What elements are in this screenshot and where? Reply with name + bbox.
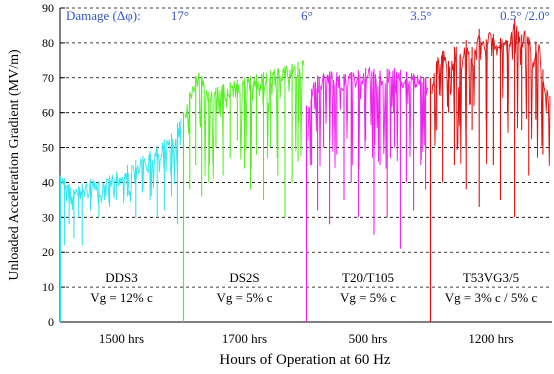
series-trace	[307, 66, 429, 170]
y-tick-label: 90	[42, 1, 54, 15]
segment-vg-label: Vg = 3% c / 5% c	[445, 290, 538, 305]
y-tick-label: 30	[42, 210, 54, 224]
damage-header-label: Damage (Δφ):	[66, 8, 141, 23]
segment-hours-label: 500 hrs	[349, 331, 388, 346]
series-trace	[431, 23, 551, 166]
damage-value: 6°	[301, 8, 313, 23]
segment-hours-label: 1500 hrs	[99, 331, 144, 346]
segment-name-label: T53VG3/5	[463, 270, 519, 285]
damage-value: 3.5°	[410, 8, 431, 23]
y-tick-label: 50	[42, 141, 54, 155]
y-tick-label: 60	[42, 106, 54, 120]
segment-name-label: DDS3	[105, 270, 138, 285]
y-tick-label: 80	[42, 36, 54, 50]
segment-vg-label: Vg = 12% c	[90, 290, 153, 305]
x-axis-label: Hours of Operation at 60 Hz	[219, 352, 391, 368]
y-tick-label: 10	[42, 280, 54, 294]
series-t20-t105	[305, 66, 429, 322]
series-t53vg3-5	[429, 18, 551, 322]
y-tick-label: 40	[42, 175, 54, 189]
segment-vg-label: Vg = 5% c	[216, 290, 272, 305]
segment-hours-label: 1200 hrs	[468, 331, 513, 346]
y-tick-label: 70	[42, 71, 54, 85]
series-dds3	[59, 118, 182, 322]
segment-name-label: T20/T105	[342, 270, 394, 285]
series-ds2s	[182, 60, 305, 322]
y-axis-label: Unloaded Acceleration Gradient (MV/m)	[7, 49, 22, 281]
segment-hours-label: 1700 hrs	[222, 331, 267, 346]
segment-name-label: DS2S	[229, 270, 259, 285]
y-tick-label: 20	[42, 245, 54, 259]
segment-vg-label: Vg = 5% c	[340, 290, 396, 305]
y-tick-label: 0	[48, 315, 54, 329]
damage-value: 17°	[171, 8, 189, 23]
series-trace	[61, 118, 182, 211]
damage-value: 0.5° /2.0°	[500, 8, 550, 23]
